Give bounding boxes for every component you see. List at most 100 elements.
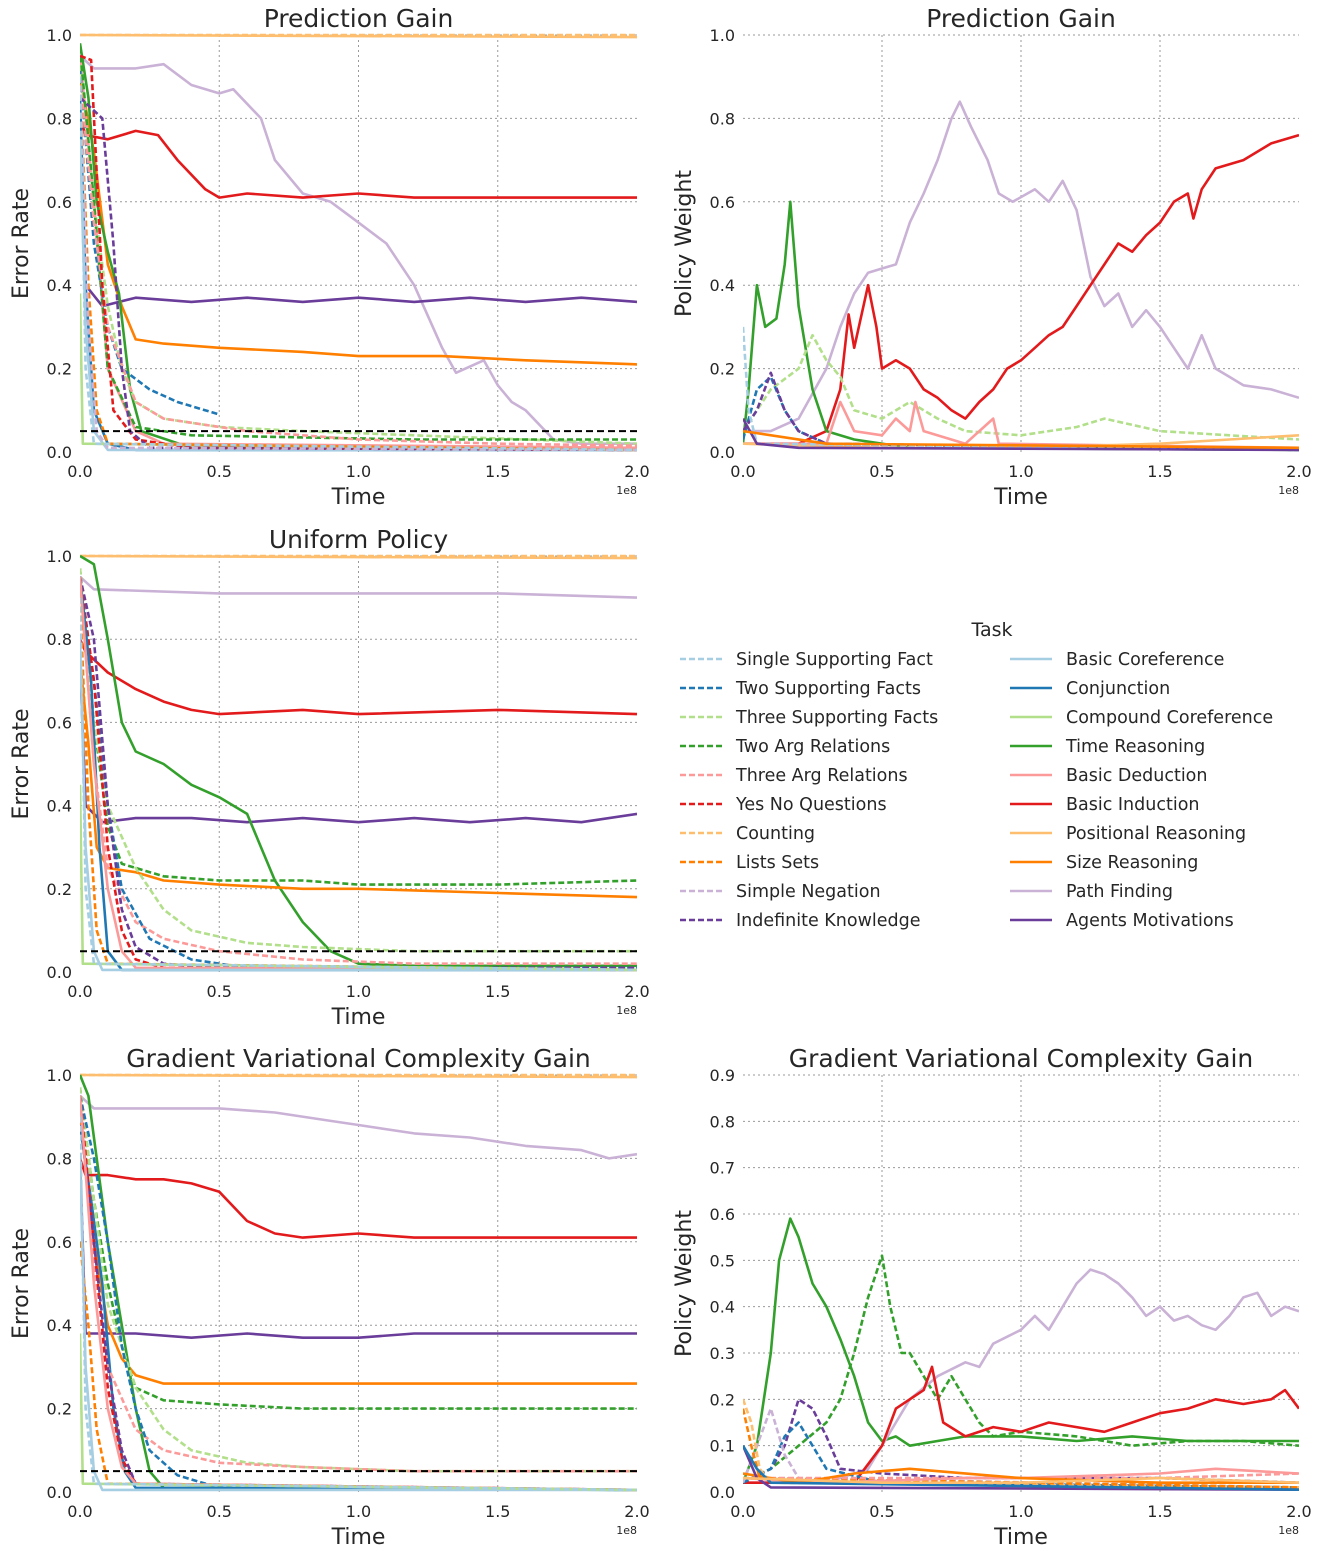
- series-single-supporting-fact: [80, 1116, 637, 1492]
- y-tick-label: 0.6: [710, 193, 735, 212]
- series-two-supporting-facts: [743, 1421, 1299, 1489]
- y-tick-label: 0.4: [710, 276, 735, 295]
- y-tick-label: 0.4: [47, 276, 72, 295]
- series-three-arg-relations: [743, 1472, 1299, 1480]
- series-two-arg-relations: [80, 1087, 637, 1410]
- legend-label: Basic Induction: [1066, 795, 1200, 815]
- series-lists-sets: [80, 76, 637, 452]
- x-tick-label: 0.0: [730, 462, 755, 481]
- x-tick-label: 1.0: [346, 982, 371, 1001]
- series-basic-induction: [80, 638, 637, 716]
- x-tick-label: 0.5: [207, 982, 232, 1001]
- y-tick-label: 0.6: [47, 1233, 72, 1252]
- panels: 0.0 0.5 1.0 1.5 2.0 0.0 0.2 0.4 0.6 0.8 1.0 1e8 Pred…: [9, 4, 1312, 1550]
- legend-label: Indefinite Knowledge: [736, 911, 921, 931]
- series-two-arg-relations: [80, 568, 637, 886]
- series-agents-motivations: [80, 1158, 637, 1339]
- y-tick-label: 0.3: [710, 1344, 735, 1363]
- legend: Task Single Supporting Fact Two Supportin…: [680, 619, 1273, 931]
- y-axis-label: Policy Weight: [672, 170, 697, 317]
- series-basic-coreference: [80, 639, 637, 972]
- x-offset-label: 1e8: [616, 484, 637, 497]
- series-group: [80, 33, 637, 452]
- series-lists-sets: [80, 1241, 637, 1492]
- series-basic-induction: [743, 1365, 1299, 1484]
- legend-entry: Compound Coreference: [1010, 708, 1273, 728]
- legend-entry: Time Reasoning: [1010, 737, 1205, 757]
- legend-entry: Positional Reasoning: [1010, 824, 1246, 844]
- x-axis-label: Time: [331, 485, 386, 510]
- x-tick-label: 0.0: [67, 1502, 92, 1521]
- y-tick-label: 0.2: [47, 360, 72, 379]
- series-two-arg-relations: [743, 1254, 1299, 1484]
- series-three-supporting-facts: [743, 333, 1299, 441]
- x-tick-label: 2.0: [624, 1502, 649, 1521]
- y-tick-label: 1.0: [710, 26, 735, 45]
- series-three-arg-relations: [80, 576, 637, 965]
- series-basic-induction: [743, 133, 1299, 445]
- y-tick-label: 0.4: [47, 797, 72, 816]
- series-group: [80, 1073, 637, 1492]
- legend-label: Counting: [736, 824, 815, 844]
- y-tick-label: 0.0: [47, 443, 72, 462]
- y-tick-label: 1.0: [47, 547, 72, 566]
- series-positional-reasoning: [80, 1073, 637, 1079]
- chart-gvcg_error: 0.0 0.5 1.0 1.5 2.0 0.0 0.2 0.4 0.6 0.8 1.0 1e8 Grad…: [9, 1044, 650, 1550]
- x-tick-label: 0.5: [869, 462, 894, 481]
- y-tick-label: 0.4: [47, 1316, 72, 1335]
- legend-label: Conjunction: [1066, 679, 1170, 699]
- legend-entry: Conjunction: [1010, 679, 1170, 699]
- legend-entry: Single Supporting Fact: [680, 650, 933, 670]
- series-three-arg-relations: [80, 76, 637, 447]
- grid: [743, 1074, 1299, 1492]
- x-tick-label: 0.0: [67, 462, 92, 481]
- x-tick-label: 1.0: [1008, 462, 1033, 481]
- x-axis-label: Time: [993, 1525, 1048, 1550]
- series-path-finding: [80, 575, 637, 599]
- legend-entry: Indefinite Knowledge: [680, 911, 921, 931]
- x-tick-label: 2.0: [1286, 1502, 1311, 1521]
- y-tick-label: 1.0: [47, 26, 72, 45]
- y-axis-label: Error Rate: [9, 708, 34, 819]
- series-positional-reasoning: [80, 33, 637, 39]
- legend-label: Size Reasoning: [1066, 853, 1198, 873]
- x-tick-label: 0.0: [730, 1502, 755, 1521]
- y-tick-label: 0.2: [710, 1390, 735, 1409]
- legend-entry: Size Reasoning: [1010, 853, 1198, 873]
- chart-title: Prediction Gain: [926, 4, 1116, 33]
- series-single-supporting-fact: [80, 76, 637, 452]
- legend-entry: Counting: [680, 824, 815, 844]
- series-yes-no-questions: [80, 576, 637, 972]
- series-path-finding: [743, 100, 1299, 433]
- legend-label: Lists Sets: [736, 853, 819, 873]
- series-three-arg-relations: [80, 1095, 637, 1473]
- y-tick-label: 0.8: [710, 1112, 735, 1131]
- x-offset-label: 1e8: [616, 1004, 637, 1017]
- grid: [80, 555, 637, 972]
- x-tick-label: 0.5: [869, 1502, 894, 1521]
- y-tick-label: 0.7: [710, 1159, 735, 1178]
- y-tick-label: 0.6: [47, 193, 72, 212]
- legend-label: Two Supporting Facts: [735, 679, 921, 699]
- y-axis-label: Error Rate: [9, 188, 34, 299]
- legend-label: Yes No Questions: [735, 795, 887, 815]
- legend-entries: Single Supporting Fact Two Supporting Fac…: [680, 650, 1273, 931]
- legend-label: Path Finding: [1066, 882, 1173, 902]
- y-tick-label: 0.4: [710, 1298, 735, 1317]
- series-conjunction: [80, 576, 637, 972]
- y-tick-label: 0.2: [47, 1400, 72, 1419]
- x-axis-label: Time: [993, 485, 1048, 510]
- y-tick-label: 0.9: [710, 1066, 735, 1085]
- series-size-reasoning: [80, 659, 637, 899]
- x-tick-label: 1.0: [346, 462, 371, 481]
- series-group: [743, 1217, 1299, 1491]
- series-time-reasoning: [80, 554, 637, 968]
- y-axis-label: Error Rate: [9, 1228, 34, 1339]
- series-single-supporting-fact: [80, 597, 637, 972]
- legend-title: Task: [970, 619, 1012, 641]
- series-positional-reasoning: [80, 554, 637, 560]
- chart-title: Gradient Variational Complexity Gain: [126, 1044, 591, 1073]
- x-offset-label: 1e8: [1278, 484, 1299, 497]
- x-tick-label: 1.0: [346, 1502, 371, 1521]
